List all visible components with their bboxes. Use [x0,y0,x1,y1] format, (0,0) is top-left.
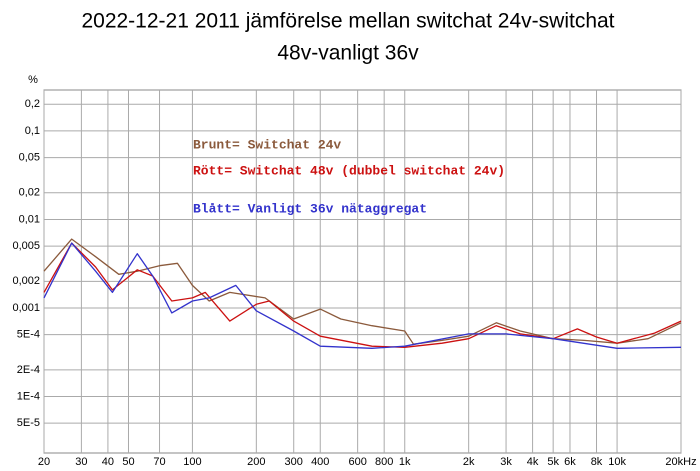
x-tick-label: 20kHz [665,456,696,468]
x-tick-label: 50 [122,456,134,468]
labels: 20 30 40 50 70 100 200 300 400 600 800 1k 2k 3k 4k 5k 6k… [12,98,696,468]
legend-annotation: Brunt= Switchat 24v [193,137,341,152]
series-line [43,242,682,349]
x-tick-label: 600 [348,456,366,468]
y-tick-label: 0,2 [25,98,40,110]
x-tick-label: 10k [608,456,626,468]
x-tick-label: 6k [564,456,576,468]
x-tick-label: 40 [102,456,114,468]
y-tick-label: 0,001 [12,302,40,314]
x-tick-label: 8k [591,456,603,468]
grid [43,90,682,453]
y-tick-label: 0,002 [12,275,40,287]
x-tick-label: 300 [285,456,303,468]
y-tick-label: 2E-4 [17,364,40,376]
lines [43,238,682,349]
y-tick-label: 5E-4 [17,329,40,341]
x-tick-label: 800 [375,456,393,468]
x-tick-label: 20 [38,456,50,468]
y-tick-label: 0,005 [12,240,40,252]
x-tick-label: 4k [527,456,539,468]
y-unit: % [28,74,38,86]
y-tick-label: 5E-5 [17,417,40,429]
series-line [43,242,682,348]
x-tick-label: 1k [399,456,411,468]
y-tick-label: 0,1 [25,125,40,137]
y-tick-label: 1E-4 [17,390,40,402]
x-tick-label: 3k [500,456,512,468]
x-tick-label: 200 [247,456,265,468]
x-tick-label: 70 [153,456,165,468]
chart-title: 2022-12-21 2011 jämförelse mellan switch… [81,10,614,33]
x-tick-label: 400 [311,456,329,468]
y-tick-label: 0,02 [19,187,40,199]
y-tick-label: 0,05 [19,151,40,163]
y-tick-label: 0,01 [19,213,40,225]
legend-annotation: Rött= Switchat 48v (dubbel switchat 24v) [193,163,505,178]
x-tick-label: 5k [547,456,559,468]
legend-annotation: Blått= Vanligt 36v nätaggregat [193,201,427,216]
chart-title: 48v-vanligt 36v [277,42,419,65]
x-tick-label: 2k [463,456,475,468]
x-tick-label: 30 [75,456,87,468]
x-tick-label: 100 [183,456,201,468]
plot-area [43,89,682,454]
